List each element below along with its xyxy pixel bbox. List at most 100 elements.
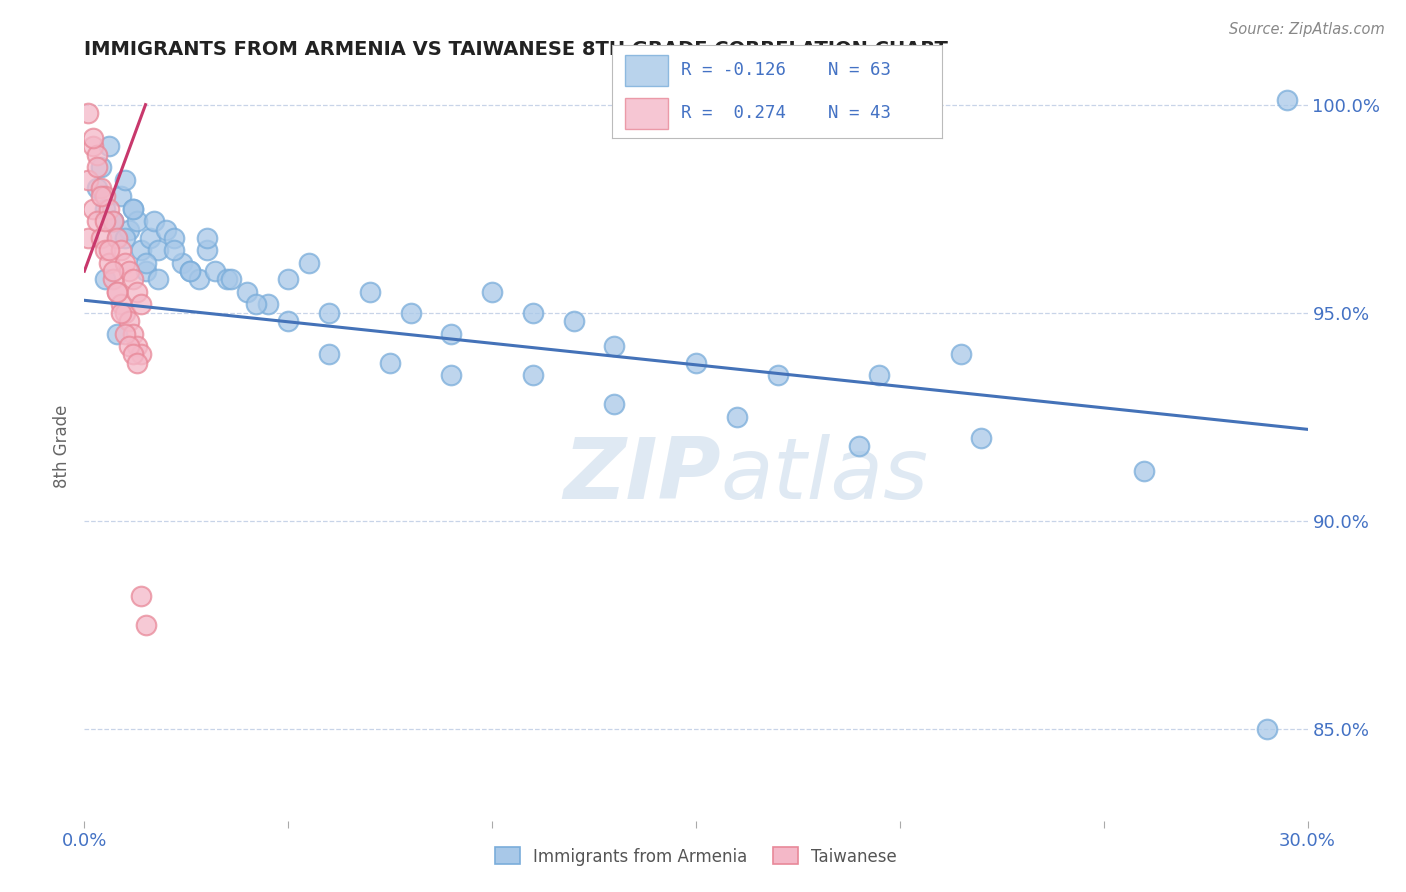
Legend: Immigrants from Armenia, Taiwanese: Immigrants from Armenia, Taiwanese — [488, 841, 904, 872]
Point — [93, 244, 115, 258]
Point — [127, 214, 149, 228]
Point — [163, 244, 186, 258]
Point — [195, 231, 218, 245]
Point — [481, 285, 503, 299]
Point — [970, 431, 993, 445]
Point — [122, 347, 145, 361]
Point — [90, 160, 112, 174]
Text: IMMIGRANTS FROM ARMENIA VS TAIWANESE 8TH GRADE CORRELATION CHART: IMMIGRANTS FROM ARMENIA VS TAIWANESE 8TH… — [84, 39, 948, 59]
Point — [110, 244, 132, 258]
Point — [603, 397, 626, 411]
Point — [277, 272, 299, 286]
Point — [105, 285, 128, 299]
Point — [90, 181, 112, 195]
Point — [122, 202, 145, 216]
Point — [131, 589, 153, 603]
Point — [399, 306, 422, 320]
Point — [146, 272, 169, 286]
Text: ZIP: ZIP — [562, 434, 720, 517]
Point — [82, 202, 104, 216]
Point — [97, 256, 120, 270]
Point — [122, 272, 145, 286]
Text: R =  0.274    N = 43: R = 0.274 N = 43 — [681, 103, 891, 121]
Point — [110, 297, 132, 311]
Point — [766, 368, 789, 383]
Point — [97, 139, 120, 153]
Point — [131, 297, 153, 311]
Point — [105, 326, 128, 341]
Point — [127, 356, 149, 370]
Point — [187, 272, 209, 286]
Point — [114, 172, 136, 186]
Point — [236, 285, 259, 299]
Point — [257, 297, 280, 311]
Point — [131, 244, 153, 258]
Point — [127, 285, 149, 299]
Point — [359, 285, 381, 299]
Point — [118, 264, 141, 278]
Point — [101, 264, 124, 278]
Point — [725, 409, 748, 424]
Point — [122, 326, 145, 341]
Point — [603, 339, 626, 353]
Point — [318, 347, 340, 361]
Point — [217, 272, 239, 286]
Point — [114, 231, 136, 245]
Point — [118, 314, 141, 328]
Point — [440, 326, 463, 341]
Point — [93, 202, 115, 216]
Point — [110, 306, 132, 320]
Point — [105, 231, 128, 245]
FancyBboxPatch shape — [624, 98, 668, 129]
Point — [135, 618, 157, 632]
Point — [114, 256, 136, 270]
Y-axis label: 8th Grade: 8th Grade — [53, 404, 72, 488]
Point — [118, 339, 141, 353]
Point — [97, 244, 120, 258]
Point — [86, 181, 108, 195]
Point — [380, 356, 402, 370]
Point — [318, 306, 340, 320]
Point — [97, 202, 120, 216]
Point — [101, 214, 124, 228]
Point — [155, 222, 177, 236]
Point — [522, 368, 544, 383]
Point — [93, 272, 115, 286]
Point — [179, 264, 201, 278]
Text: R = -0.126    N = 63: R = -0.126 N = 63 — [681, 62, 891, 79]
Point — [82, 139, 104, 153]
Point — [1133, 464, 1156, 478]
Point — [131, 347, 153, 361]
Point — [440, 368, 463, 383]
Point — [86, 214, 108, 228]
Point — [86, 160, 108, 174]
Point — [277, 314, 299, 328]
Point — [179, 264, 201, 278]
Point — [101, 272, 124, 286]
Point — [110, 189, 132, 203]
Point — [245, 297, 267, 311]
Point — [77, 231, 100, 245]
Point — [219, 272, 242, 286]
Point — [1277, 94, 1299, 108]
Point — [101, 214, 124, 228]
Point — [135, 256, 157, 270]
Point — [86, 147, 108, 161]
Point — [118, 222, 141, 236]
Point — [127, 339, 149, 353]
Point — [204, 264, 226, 278]
Point — [90, 231, 112, 245]
Point — [77, 172, 100, 186]
Point — [685, 356, 707, 370]
Point — [142, 214, 165, 228]
Point — [848, 439, 870, 453]
Point — [869, 368, 891, 383]
Point — [172, 256, 194, 270]
Text: atlas: atlas — [720, 434, 928, 517]
Text: Source: ZipAtlas.com: Source: ZipAtlas.com — [1229, 22, 1385, 37]
Point — [950, 347, 973, 361]
Point — [105, 285, 128, 299]
Point — [522, 306, 544, 320]
Point — [146, 244, 169, 258]
Point — [1256, 722, 1278, 736]
